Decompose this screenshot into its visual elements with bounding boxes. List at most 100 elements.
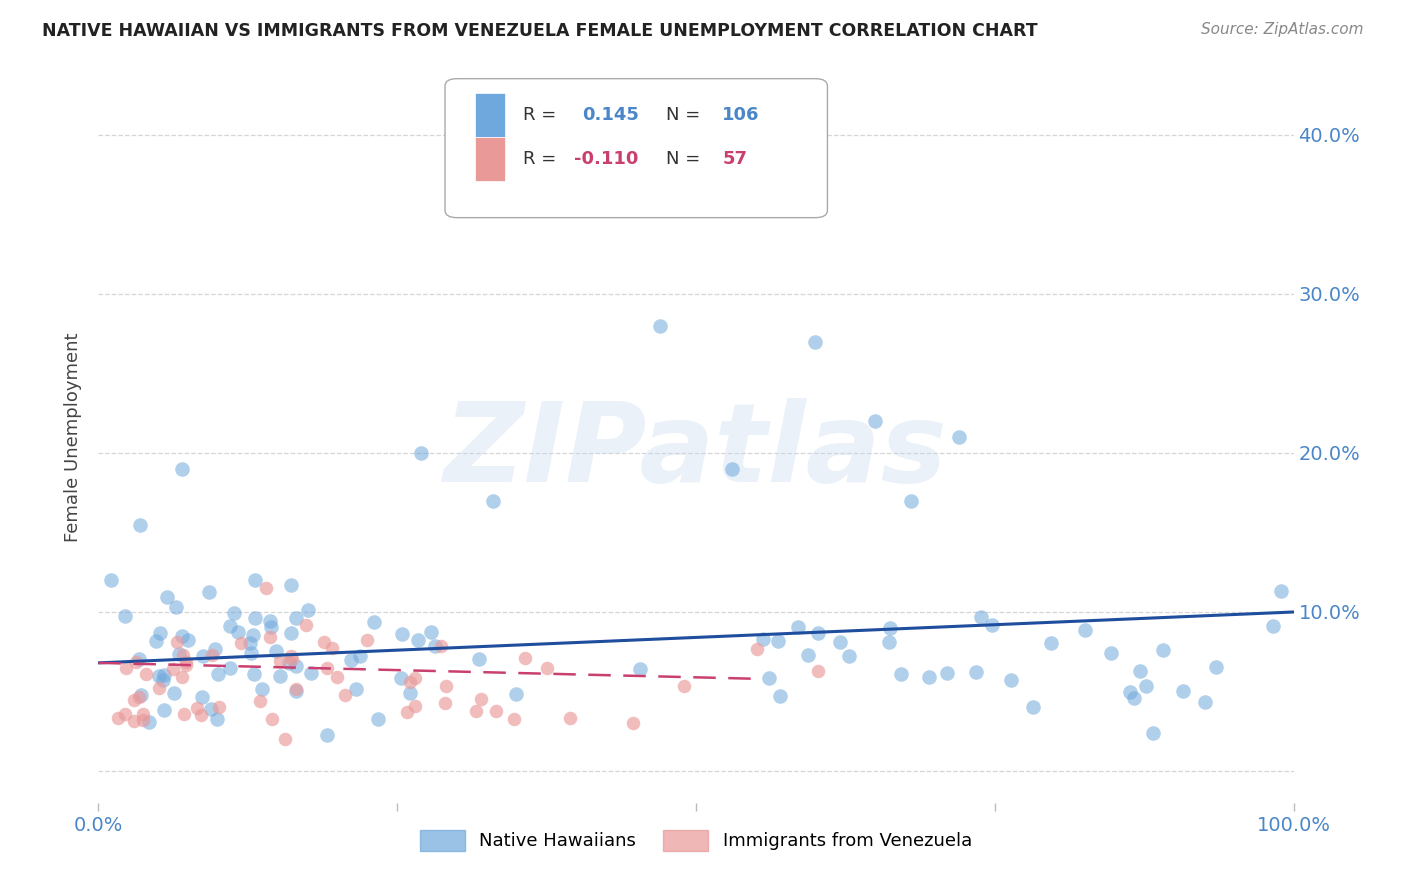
Point xyxy=(948,430,970,444)
Point xyxy=(316,727,339,741)
Point xyxy=(404,671,426,685)
Point xyxy=(672,680,695,694)
Point xyxy=(877,635,900,649)
Point xyxy=(468,652,491,666)
Point xyxy=(481,493,505,508)
Point xyxy=(285,682,308,697)
Point xyxy=(197,585,219,599)
Point xyxy=(250,681,273,696)
Point xyxy=(280,649,302,664)
Point xyxy=(430,640,453,654)
Point xyxy=(207,667,229,681)
Point xyxy=(240,647,263,661)
Text: 0.145: 0.145 xyxy=(582,106,640,124)
Point xyxy=(186,701,208,715)
Point xyxy=(1040,636,1063,650)
Point xyxy=(129,517,152,532)
Point xyxy=(269,654,291,668)
Point xyxy=(191,649,214,664)
Point xyxy=(1173,684,1195,698)
Point xyxy=(249,694,271,708)
Point xyxy=(204,642,226,657)
Point xyxy=(280,577,302,591)
Text: -0.110: -0.110 xyxy=(574,150,638,168)
Point xyxy=(721,462,744,476)
Point xyxy=(879,621,901,635)
Text: 106: 106 xyxy=(723,106,759,124)
Point xyxy=(254,581,277,595)
Point xyxy=(1142,726,1164,740)
Bar xyxy=(475,94,505,137)
Point xyxy=(131,707,153,722)
Point xyxy=(162,662,184,676)
Point xyxy=(1135,680,1157,694)
Point xyxy=(787,620,810,634)
Point xyxy=(1099,647,1122,661)
Point xyxy=(149,625,172,640)
Point xyxy=(176,656,198,670)
Point xyxy=(129,688,152,702)
Point xyxy=(259,630,281,644)
Point xyxy=(284,659,307,673)
Point xyxy=(1129,664,1152,678)
Point xyxy=(321,641,343,656)
Point xyxy=(173,707,195,722)
Point xyxy=(1000,673,1022,688)
Point xyxy=(100,573,122,587)
Point xyxy=(172,462,194,476)
Point xyxy=(243,573,266,587)
Point xyxy=(200,701,222,715)
Point xyxy=(245,610,267,624)
Point xyxy=(389,671,412,685)
Point xyxy=(936,666,959,681)
Point xyxy=(107,710,129,724)
Point xyxy=(1123,691,1146,706)
Point xyxy=(807,626,830,640)
Point xyxy=(115,660,138,674)
Point xyxy=(980,618,1002,632)
Point xyxy=(239,636,262,650)
Point xyxy=(1152,642,1174,657)
Point xyxy=(1263,619,1285,633)
Point xyxy=(399,674,422,689)
Point xyxy=(470,692,492,706)
Point xyxy=(838,648,860,663)
Point xyxy=(219,618,242,632)
Point xyxy=(558,711,581,725)
Point xyxy=(295,617,318,632)
Point xyxy=(419,624,441,639)
Point xyxy=(918,670,941,684)
Text: R =: R = xyxy=(523,150,561,168)
Point xyxy=(344,681,367,696)
Point xyxy=(406,633,429,648)
Point xyxy=(242,627,264,641)
Point xyxy=(269,668,291,682)
Point xyxy=(260,712,283,726)
Point xyxy=(148,681,170,696)
Point xyxy=(152,673,174,688)
Point xyxy=(128,690,150,704)
Point xyxy=(411,446,433,460)
Point xyxy=(1270,583,1292,598)
Point xyxy=(219,661,242,675)
Point xyxy=(506,192,529,206)
Point xyxy=(177,633,200,648)
Point xyxy=(395,705,418,719)
Point xyxy=(621,715,644,730)
Point xyxy=(274,732,297,747)
Bar xyxy=(475,137,505,181)
Point xyxy=(312,635,335,649)
Point xyxy=(513,651,536,665)
Point xyxy=(165,600,187,615)
Point xyxy=(404,699,426,714)
Point xyxy=(752,632,775,647)
Point xyxy=(231,635,253,649)
Point xyxy=(747,642,769,657)
Point xyxy=(536,661,558,675)
Point xyxy=(965,665,987,679)
Point xyxy=(114,706,136,721)
Point xyxy=(349,649,371,664)
Point xyxy=(900,493,922,508)
Point xyxy=(145,634,167,648)
Point xyxy=(648,318,672,333)
